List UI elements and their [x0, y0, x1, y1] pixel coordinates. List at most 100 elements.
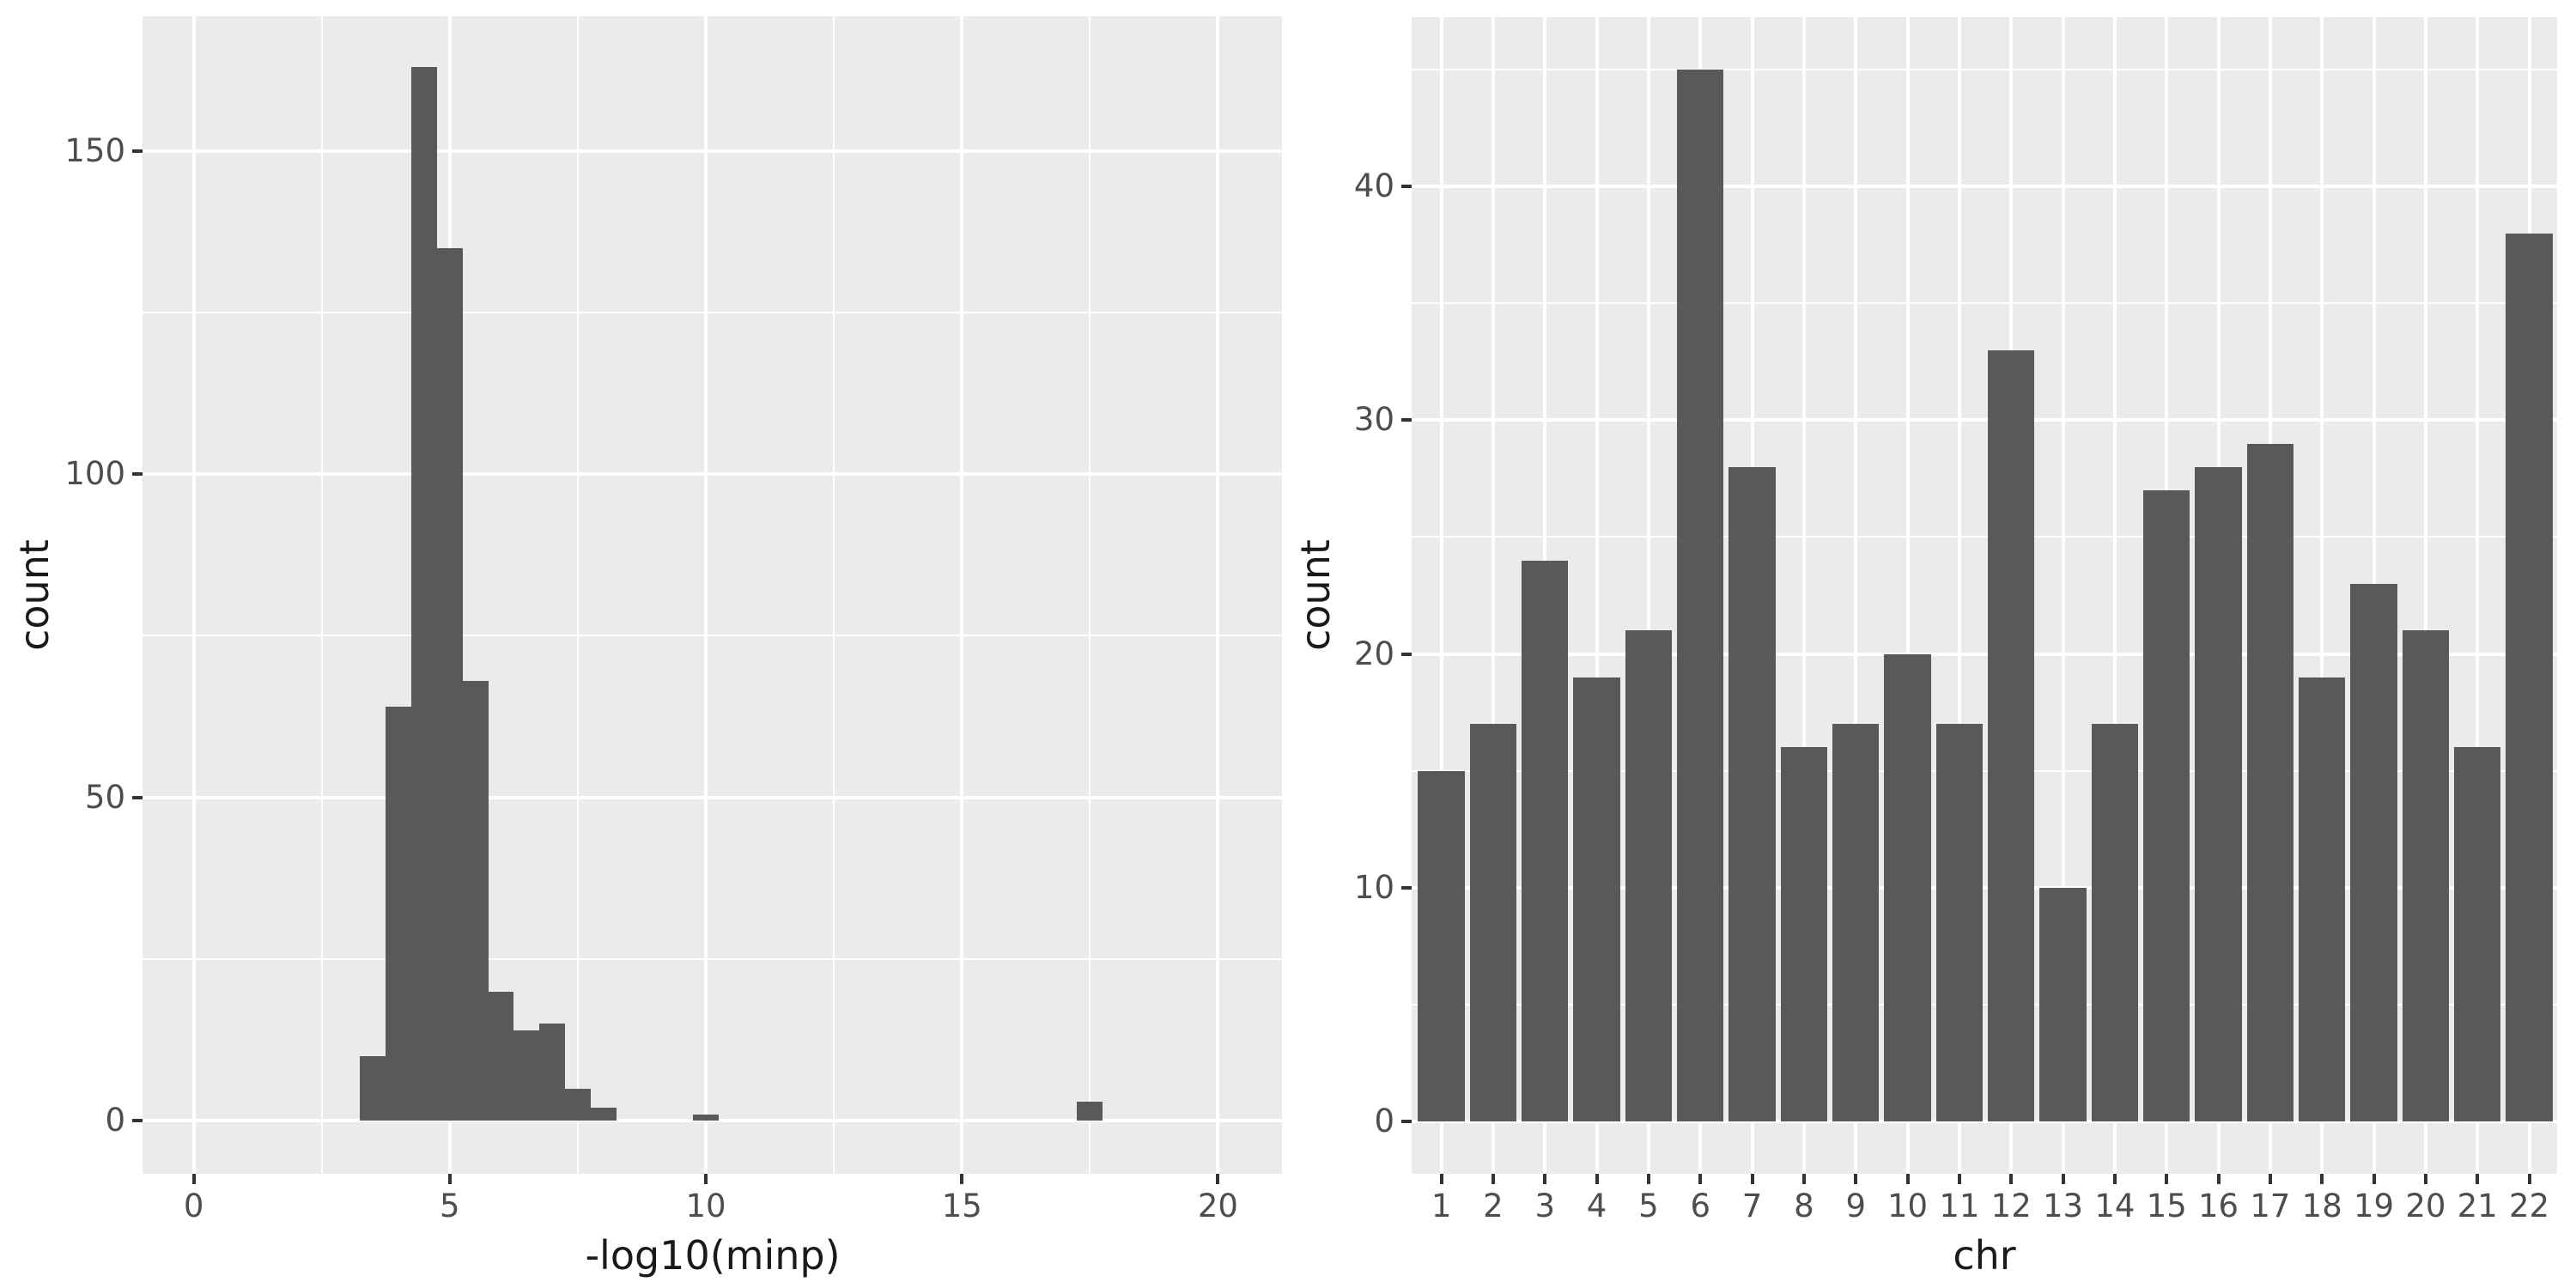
plot-panel	[143, 16, 1282, 1174]
x-tick	[2165, 1174, 2169, 1184]
x-tick	[2476, 1174, 2480, 1184]
x-tick-label: 21	[2457, 1188, 2498, 1224]
y-tick-label: 50	[84, 778, 125, 816]
x-tick	[447, 1174, 452, 1184]
x-tick-label: 15	[2146, 1188, 2187, 1224]
grid-minor-y	[1412, 536, 2557, 538]
grid-major-y	[143, 1119, 1282, 1123]
grid-major-x	[1216, 16, 1220, 1174]
x-tick-label: 18	[2301, 1188, 2342, 1224]
grid-major-x	[1646, 17, 1650, 1174]
x-tick-label: 5	[440, 1188, 460, 1224]
x-tick	[1698, 1174, 1703, 1184]
y-tick-label: 0	[1374, 1102, 1394, 1139]
grid-major-x	[960, 16, 964, 1174]
bar-chr-9	[1832, 724, 1880, 1121]
y-tick-label: 0	[105, 1102, 125, 1139]
bar-chr-16	[2195, 466, 2242, 1121]
grid-major-x	[1801, 17, 1806, 1174]
histogram-bar	[590, 1108, 617, 1121]
histogram-bar	[436, 247, 463, 1121]
y-tick	[1401, 885, 1412, 890]
x-tick	[2061, 1174, 2065, 1184]
grid-major-y	[143, 149, 1282, 153]
x-tick-label: 17	[2250, 1188, 2291, 1224]
x-tick	[1801, 1174, 1806, 1184]
bar-chr-1	[1418, 770, 1465, 1121]
grid-major-x	[1595, 17, 1599, 1174]
grid-minor-y	[1412, 302, 2557, 305]
grid-major-x	[191, 16, 196, 1174]
grid-major-x	[1905, 17, 1910, 1174]
x-tick-label: 6	[1690, 1188, 1711, 1224]
x-tick-label: 15	[941, 1188, 982, 1224]
histogram-bar	[488, 991, 514, 1121]
grid-major-x	[1491, 17, 1495, 1174]
y-tick	[132, 149, 143, 153]
bar-chr-17	[2246, 443, 2294, 1121]
x-tick-label: 5	[1638, 1188, 1659, 1224]
grid-major-y	[143, 472, 1282, 477]
grid-major-x	[2112, 17, 2117, 1174]
y-tick	[132, 795, 143, 799]
histogram-bar	[462, 681, 489, 1121]
grid-major-x	[1957, 17, 1961, 1174]
x-tick	[1595, 1174, 1599, 1184]
grid-major-x	[704, 16, 708, 1174]
bar-chr-4	[1573, 677, 1620, 1121]
x-tick-label: 2	[1483, 1188, 1504, 1224]
x-tick	[2268, 1174, 2272, 1184]
grid-minor-x	[576, 16, 579, 1174]
histogram-bar	[693, 1114, 719, 1121]
x-tick	[1750, 1174, 1754, 1184]
x-tick	[1491, 1174, 1495, 1184]
bar-chr-3	[1522, 560, 1569, 1121]
x-tick-label: 7	[1741, 1188, 1763, 1224]
grid-major-x	[1439, 17, 1443, 1174]
x-tick	[1439, 1174, 1443, 1184]
y-tick-label: 10	[1353, 868, 1394, 906]
x-tick	[960, 1174, 964, 1184]
x-tick	[2112, 1174, 2117, 1184]
bar-chr-18	[2299, 677, 2346, 1121]
grid-major-y	[143, 795, 1282, 799]
histogram-bar	[539, 1024, 566, 1121]
y-tick	[1401, 185, 1412, 189]
grid-major-x	[2061, 17, 2065, 1174]
bar-chr-11	[1935, 724, 1984, 1121]
x-tick-label: 22	[2508, 1188, 2550, 1224]
x-tick-label: 20	[2405, 1188, 2446, 1224]
grid-major-y	[1412, 1119, 2557, 1123]
grid-major-y	[1412, 652, 2557, 656]
x-tick-label: 10	[685, 1188, 726, 1224]
x-tick	[1216, 1174, 1220, 1184]
grid-minor-y	[1412, 769, 2557, 772]
y-axis-title: count	[1292, 539, 1339, 651]
grid-major-y	[1412, 185, 2557, 189]
x-tick-label: 3	[1534, 1188, 1556, 1224]
x-tick-label: 19	[2353, 1188, 2395, 1224]
grid-minor-y	[143, 311, 1282, 313]
grid-major-x	[2320, 17, 2324, 1174]
histogram-bar	[513, 1030, 540, 1121]
y-tick-label: 30	[1353, 401, 1394, 439]
x-tick-label: 11	[1939, 1188, 1980, 1224]
bar-chr-21	[2454, 747, 2501, 1121]
histogram-bar	[386, 707, 412, 1121]
x-tick-label: 10	[1887, 1188, 1929, 1224]
x-tick-label: 9	[1845, 1188, 1866, 1224]
y-tick	[132, 472, 143, 477]
x-tick	[1905, 1174, 1910, 1184]
bar-chr-5	[1625, 630, 1673, 1121]
x-tick-label: 1	[1431, 1188, 1452, 1224]
bar-chr-19	[2350, 583, 2397, 1121]
histogram-bar	[1077, 1101, 1103, 1121]
y-tick-label: 20	[1353, 635, 1394, 672]
x-axis-title: -log10(minp)	[585, 1232, 841, 1279]
grid-minor-y	[143, 957, 1282, 960]
x-tick	[704, 1174, 708, 1184]
x-tick-label: 16	[2198, 1188, 2239, 1224]
